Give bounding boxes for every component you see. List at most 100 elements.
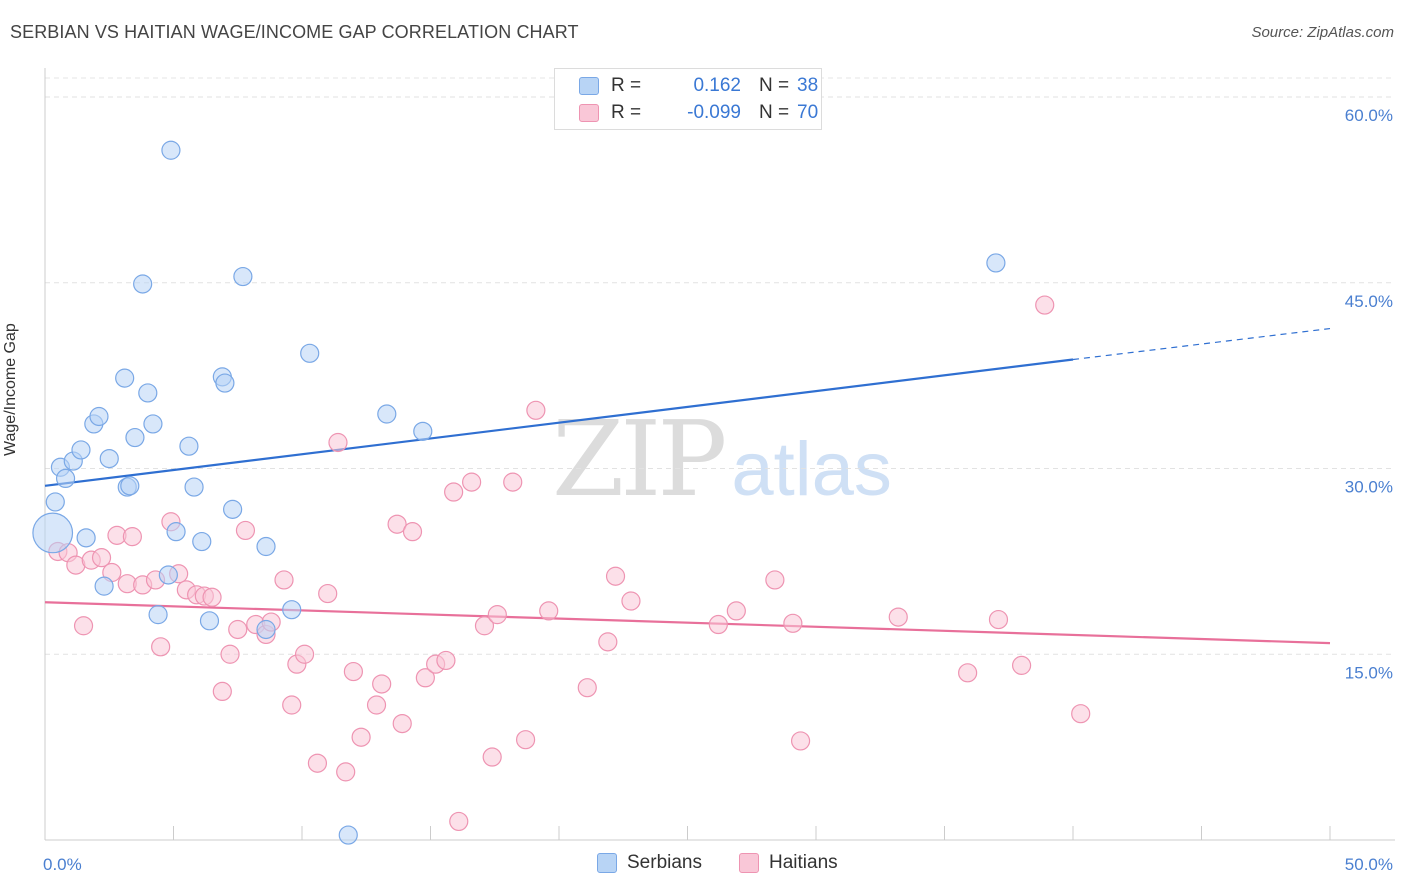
point-serbians (143, 414, 163, 434)
point-haitians (474, 616, 495, 636)
point-serbians (300, 343, 320, 363)
point-haitians (202, 587, 222, 607)
grid-lines (45, 77, 1395, 655)
point-haitians (790, 731, 811, 751)
point-haitians (526, 400, 546, 420)
point-haitians (351, 727, 371, 747)
point-haitians (621, 591, 641, 611)
point-haitians (958, 663, 978, 683)
point-serbians (89, 406, 109, 427)
point-serbians (223, 499, 243, 519)
source-credit: Source: ZipAtlas.com (1251, 24, 1394, 41)
chart-title: SERBIAN VS HAITIAN WAGE/INCOME GAP CORRE… (10, 22, 579, 42)
point-haitians (328, 432, 348, 453)
point-haitians (1035, 295, 1055, 315)
trend-lines (44, 327, 1331, 645)
trend-line-serbians-projection (1072, 327, 1331, 361)
point-serbians (138, 383, 158, 403)
point-haitians (539, 601, 559, 621)
point-serbians (179, 436, 199, 456)
point-haitians (336, 762, 356, 782)
point-haitians (888, 607, 908, 627)
y-tick-label: 60.0% (1345, 106, 1393, 125)
point-haitians (462, 472, 482, 492)
bottom-legend-swatch-serbians (597, 853, 617, 873)
y-tick-label: 45.0% (1345, 292, 1393, 311)
watermark-zip: ZIP (552, 398, 727, 520)
bottom-legend-label: Haitians (769, 852, 838, 873)
watermark: ZIP atlas (552, 398, 892, 520)
point-serbians (413, 421, 433, 441)
point-haitians (449, 811, 469, 832)
point-haitians (73, 616, 94, 636)
point-haitians (783, 613, 803, 633)
legend-r-label: R = (611, 102, 642, 123)
point-serbians (256, 619, 276, 640)
point-serbians (184, 477, 204, 497)
point-serbians (215, 373, 235, 393)
point-haitians (212, 681, 232, 702)
point-serbians (115, 368, 135, 388)
point-haitians (372, 674, 392, 694)
point-haitians (577, 678, 597, 698)
point-haitians (415, 668, 435, 688)
point-haitians (274, 570, 294, 590)
point-serbians (161, 140, 181, 160)
point-serbians (158, 565, 178, 585)
point-serbians (338, 825, 358, 845)
point-haitians (708, 614, 728, 635)
point-serbians (148, 605, 168, 625)
point-haitians (988, 609, 1009, 630)
point-haitians (151, 637, 171, 657)
x-tick-label: 0.0% (43, 855, 82, 874)
point-haitians (294, 644, 315, 664)
point-serbians (71, 440, 91, 460)
point-serbians (199, 611, 220, 631)
point-serbians (55, 468, 76, 489)
legend-n-label: N = (759, 102, 790, 123)
point-serbians (133, 274, 153, 294)
tick-labels: 15.0% 30.0% 45.0% 60.0% 0.0% 50.0% (43, 106, 1393, 874)
data-points (32, 140, 1091, 845)
point-haitians (605, 566, 626, 586)
point-haitians (444, 482, 464, 502)
x-tick-label: 50.0% (1345, 855, 1393, 874)
point-haitians (392, 713, 412, 734)
point-haitians (228, 619, 248, 640)
legend-n-value: 70 (797, 102, 819, 123)
point-serbians (166, 522, 186, 542)
point-serbians (192, 531, 212, 552)
point-serbians (256, 536, 276, 557)
point-serbians (45, 492, 65, 512)
trend-line-haitians (44, 601, 1331, 645)
point-haitians (598, 632, 618, 652)
point-serbians (125, 427, 145, 448)
point-haitians (235, 520, 256, 541)
point-haitians (402, 522, 423, 542)
point-haitians (91, 548, 112, 568)
y-tick-label: 30.0% (1345, 478, 1393, 497)
point-haitians (220, 644, 240, 664)
point-haitians (282, 695, 302, 715)
point-haitians (307, 753, 328, 773)
legend-swatch-serbians (579, 77, 599, 95)
correlation-legend: R = 0.162 N = 38 R = -0.099 N = 70 (554, 68, 822, 130)
point-serbians (120, 476, 140, 496)
point-haitians (503, 472, 523, 492)
legend-n-value: 38 (797, 75, 819, 96)
y-tick-label: 15.0% (1345, 663, 1393, 682)
point-haitians (482, 747, 502, 767)
point-serbians (282, 600, 302, 620)
legend-swatch-haitians (579, 104, 599, 122)
point-haitians (1011, 655, 1032, 675)
point-serbians (32, 512, 74, 554)
watermark-atlas: atlas (731, 427, 892, 512)
point-haitians (765, 570, 785, 590)
point-haitians (343, 661, 363, 682)
point-haitians (487, 605, 507, 625)
point-haitians (1071, 704, 1091, 724)
bottom-legend-swatch-haitians (739, 853, 759, 873)
legend-r-value: 0.162 (693, 75, 741, 96)
point-serbians (233, 266, 253, 287)
